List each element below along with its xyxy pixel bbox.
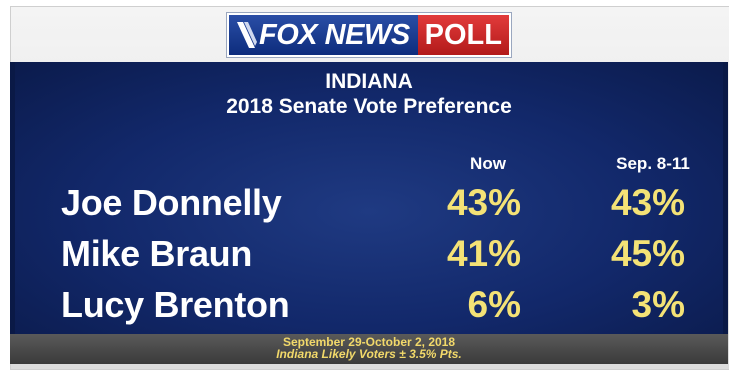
fox-slash-icon: [236, 22, 257, 48]
table-row: Lucy Brenton 6% 3%: [15, 279, 723, 331]
logo-fox-news: FOX NEWS: [228, 15, 418, 55]
footer-dates: September 29-October 2, 2018: [282, 335, 456, 349]
percent-sep: 45%: [610, 233, 685, 274]
poll-panel: INDIANA 2018 Senate Vote Preference Now …: [10, 62, 728, 334]
logo-poll: POLL: [417, 15, 509, 55]
candidate-name: Lucy Brenton: [61, 284, 290, 325]
logo-poll-text: POLL: [424, 18, 502, 51]
logo-bar: FOX NEWS POLL: [10, 8, 728, 62]
candidate-name: Mike Braun: [61, 233, 253, 274]
percent-now: 6%: [467, 284, 521, 325]
column-header-now: Now: [470, 154, 506, 173]
column-header-sep: Sep. 8-11: [616, 154, 690, 173]
percent-now: 43%: [446, 182, 521, 223]
fox-news-poll-logo: FOX NEWS POLL: [226, 13, 511, 57]
table-row: Joe Donnelly 43% 43%: [15, 177, 723, 229]
chart-title: INDIANA: [325, 70, 413, 93]
percent-now: 41%: [446, 233, 521, 274]
percent-sep: 3%: [631, 284, 685, 325]
chart-subtitle: 2018 Senate Vote Preference: [226, 95, 512, 118]
logo-fox-news-text: FOX NEWS: [258, 18, 410, 51]
percent-sep: 43%: [610, 182, 685, 223]
candidate-name: Joe Donnelly: [61, 182, 282, 223]
table-row: Mike Braun 41% 45%: [15, 228, 723, 280]
footer-bar: September 29-October 2, 2018 Indiana Lik…: [10, 334, 728, 364]
footer-sample: Indiana Likely Voters ± 3.5% Pts.: [276, 347, 462, 361]
